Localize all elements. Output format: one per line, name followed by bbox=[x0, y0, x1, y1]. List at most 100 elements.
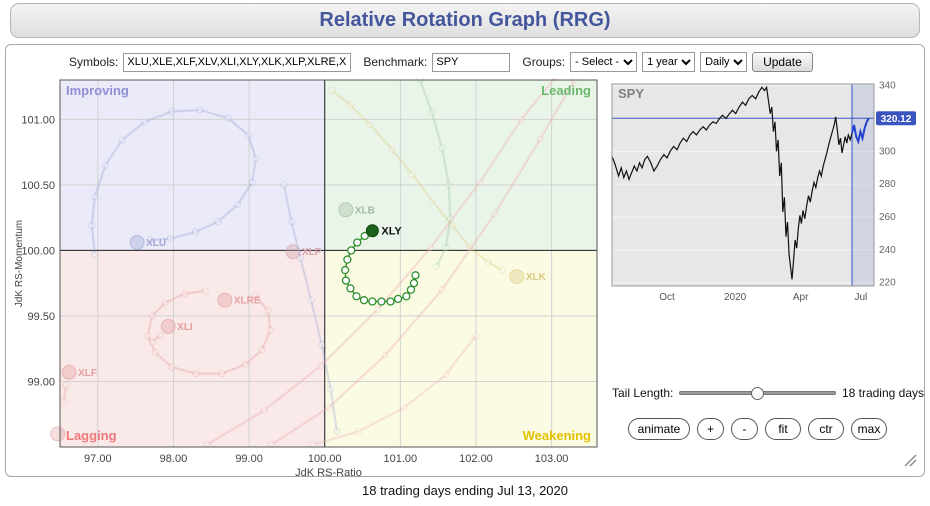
center-button[interactable]: ctr bbox=[808, 418, 844, 440]
month-tick-label: Jul bbox=[855, 292, 868, 303]
groups-select[interactable]: - Select - bbox=[570, 52, 638, 72]
faded-tail bbox=[418, 79, 452, 267]
price-tick-label: 340 bbox=[879, 81, 896, 92]
maximize-button[interactable]: max bbox=[851, 418, 887, 440]
xly-tail-point bbox=[402, 292, 411, 301]
x-axis-title: JdK RS-Ratio bbox=[295, 467, 362, 477]
faded-symbol-label: XLK bbox=[526, 272, 547, 283]
price-tick-label: 280 bbox=[879, 179, 896, 190]
faded-symbol-label: XLP bbox=[302, 247, 322, 258]
rrg-chart[interactable]: XLU XLRE XLI XLF XLK XLB XLP XLY Improving Leadin… bbox=[10, 78, 603, 477]
xly-label: XLY bbox=[381, 226, 402, 238]
x-tick-label: 98.00 bbox=[160, 453, 188, 465]
chart-buttons: animate + - fit ctr max bbox=[628, 418, 887, 440]
tail-length-slider[interactable] bbox=[679, 384, 836, 402]
xly-tail-point bbox=[368, 297, 377, 306]
xly-tail-point bbox=[343, 255, 352, 264]
faded-symbol-label: XLI bbox=[177, 322, 193, 333]
fit-button[interactable]: fit bbox=[765, 418, 801, 440]
resize-handle-icon[interactable] bbox=[901, 451, 917, 467]
faded-symbol-label: XLRE bbox=[234, 296, 261, 307]
status-text: 18 trading days ending Jul 13, 2020 bbox=[362, 483, 568, 498]
spy-plot-border bbox=[611, 83, 875, 287]
x-tick-label: 103.00 bbox=[535, 453, 569, 465]
faded-tail bbox=[282, 184, 338, 432]
spy-symbol-label: SPY bbox=[618, 86, 644, 101]
price-tick-label: 220 bbox=[879, 278, 896, 289]
spy-plot-area bbox=[612, 84, 874, 286]
benchmark-price-chart[interactable]: SPY 340 300 280 260 240 220 320.12 Oct 2020 Apr Jul bbox=[606, 78, 924, 308]
y-tick-label: 100.00 bbox=[21, 245, 55, 257]
xly-tail-point bbox=[359, 296, 369, 305]
tail-length-label: Tail Length: bbox=[612, 386, 674, 400]
zoom-in-button[interactable]: + bbox=[697, 418, 724, 440]
price-tick-label: 300 bbox=[879, 146, 896, 157]
symbols-input[interactable] bbox=[123, 52, 352, 72]
quadrant-weakening bbox=[324, 250, 597, 447]
xly-tail-point bbox=[406, 285, 416, 294]
y-axis-title: JdK RS-Momentum bbox=[14, 220, 25, 307]
xly-tail-point bbox=[360, 231, 369, 241]
y-tick-label: 100.50 bbox=[21, 180, 55, 192]
frequency-select[interactable]: Daily bbox=[700, 52, 748, 72]
quadrant-leading bbox=[324, 80, 597, 251]
x-tick-label: 102.00 bbox=[459, 453, 493, 465]
xly-tail-point bbox=[386, 297, 395, 306]
groups-label: Groups: bbox=[522, 55, 566, 69]
xly-tail-point bbox=[340, 265, 350, 275]
faded-tail bbox=[90, 108, 258, 255]
quadrant-lagging bbox=[60, 250, 325, 447]
tail-length-control: Tail Length: 18 trading days bbox=[612, 384, 924, 402]
quadrant-improving bbox=[60, 80, 325, 251]
xly-tail-point bbox=[346, 284, 355, 293]
x-tick-label: 101.00 bbox=[384, 453, 418, 465]
faded-symbol-label: XLU bbox=[146, 238, 166, 249]
xly-tail-point bbox=[377, 297, 386, 306]
faded-symbol-marker bbox=[217, 292, 233, 308]
xly-tail-point bbox=[353, 238, 362, 247]
faded-tail bbox=[151, 334, 161, 343]
price-tick-label: 240 bbox=[879, 245, 896, 256]
spy-price-line bbox=[611, 85, 853, 280]
benchmark-input[interactable] bbox=[432, 52, 511, 72]
faded-tail bbox=[331, 89, 504, 272]
faded-symbol-marker bbox=[160, 318, 176, 334]
faded-tail bbox=[271, 79, 576, 446]
month-tick-label: 2020 bbox=[724, 292, 747, 303]
faded-symbol-marker bbox=[509, 269, 525, 285]
benchmark-label: Benchmark: bbox=[363, 55, 428, 69]
animate-button[interactable]: animate bbox=[628, 418, 690, 440]
toolbar: Symbols: Benchmark: Groups: - Select - 1… bbox=[62, 51, 813, 73]
faded-symbol-marker bbox=[50, 426, 66, 442]
xly-tail-point bbox=[393, 294, 403, 304]
spy-tail-line bbox=[851, 117, 870, 145]
zoom-out-button[interactable]: - bbox=[731, 418, 758, 440]
xly-tail-point bbox=[411, 271, 420, 280]
improving-label: Improving bbox=[66, 83, 129, 98]
app-header: Relative Rotation Graph (RRG) bbox=[10, 3, 920, 38]
xly-tail-point bbox=[347, 246, 356, 255]
faded-tail bbox=[62, 385, 68, 402]
faded-tail bbox=[206, 78, 557, 446]
period-select[interactable]: 1 year bbox=[642, 52, 696, 72]
xly-tail-point bbox=[409, 279, 419, 288]
price-tick-label: 260 bbox=[879, 212, 896, 223]
faded-symbol-marker bbox=[61, 364, 77, 380]
last-price-chip bbox=[876, 111, 916, 126]
leading-label: Leading bbox=[541, 83, 591, 98]
y-tick-label: 99.00 bbox=[27, 376, 55, 388]
xly-head-marker bbox=[365, 224, 379, 238]
faded-tail bbox=[146, 289, 272, 375]
faded-symbol-marker bbox=[129, 235, 145, 251]
faded-symbol-marker bbox=[285, 244, 301, 260]
faded-tail bbox=[313, 334, 477, 446]
tail-period-band bbox=[851, 84, 874, 286]
tail-length-value: 18 trading days bbox=[841, 386, 924, 400]
page-title: Relative Rotation Graph (RRG) bbox=[319, 9, 611, 31]
xly-tail-point bbox=[341, 276, 351, 285]
faded-symbol-label: XLF bbox=[78, 368, 97, 379]
update-button[interactable]: Update bbox=[752, 52, 813, 72]
faded-symbol-label: XLB bbox=[355, 205, 375, 216]
month-tick-label: Oct bbox=[659, 292, 675, 303]
